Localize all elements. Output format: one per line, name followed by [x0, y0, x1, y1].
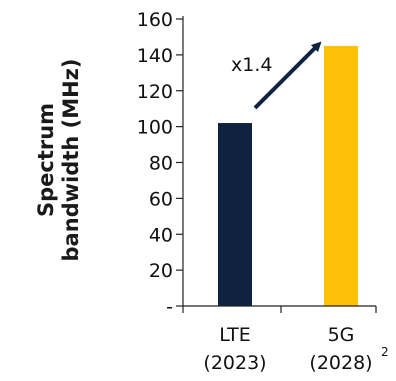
- y-tick-label: -: [166, 296, 173, 318]
- y-tick-label: 80: [149, 153, 173, 175]
- y-axis-label-line-1: Spectrum: [34, 103, 58, 217]
- y-tick-label: 100: [137, 117, 173, 139]
- footnote-marker: 2: [381, 345, 389, 359]
- bar-5g-2028: [324, 45, 358, 306]
- y-tick-label: 160: [137, 9, 173, 31]
- x-tick-label: LTE: [219, 324, 251, 346]
- bar-lte-2023: [218, 123, 252, 306]
- y-axis-ticks: - 20 40 60 80 100 120 140 160: [137, 9, 183, 318]
- x-tick-label-year: (2023): [203, 352, 266, 374]
- bars: [218, 45, 358, 306]
- y-tick-label: 40: [149, 224, 173, 246]
- y-tick-label: 120: [137, 81, 173, 103]
- x-tick-label-year: (2028): [309, 352, 372, 374]
- y-axis-label: Spectrum bandwidth (MHz): [34, 58, 83, 261]
- y-tick-label: 20: [149, 260, 173, 282]
- y-tick-label: 60: [149, 188, 173, 210]
- y-tick-label: 140: [137, 45, 173, 67]
- x-axis-labels: LTE (2023) 5G (2028) 2: [203, 324, 388, 374]
- growth-annotation: x1.4: [231, 41, 322, 110]
- y-axis-label-line-2: bandwidth (MHz): [59, 58, 83, 261]
- axes: [182, 16, 377, 313]
- growth-arrow: [253, 41, 322, 110]
- x-tick-label: 5G: [328, 324, 355, 346]
- growth-label: x1.4: [231, 54, 272, 76]
